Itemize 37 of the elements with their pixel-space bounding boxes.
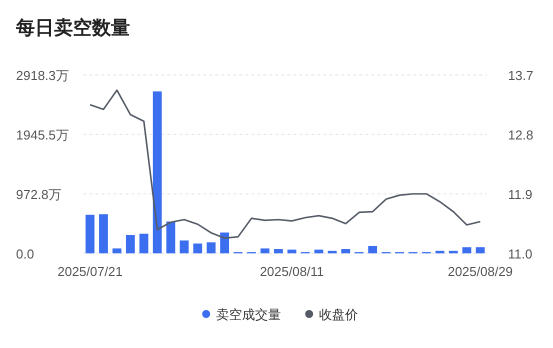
y-tick-label: 2918.3万 bbox=[16, 68, 69, 83]
y2-tick-label: 12.8 bbox=[508, 127, 534, 142]
chart-title: 每日卖空数量 bbox=[15, 17, 130, 39]
bar bbox=[462, 247, 472, 254]
bar bbox=[86, 214, 94, 254]
bar bbox=[206, 242, 216, 254]
bar bbox=[314, 250, 324, 254]
bar bbox=[180, 240, 189, 254]
y-tick-label: 972.8万 bbox=[16, 186, 62, 202]
bar bbox=[112, 248, 122, 254]
bar bbox=[193, 244, 202, 254]
bar bbox=[341, 249, 350, 254]
bar bbox=[139, 234, 148, 254]
bar bbox=[260, 248, 270, 254]
bar bbox=[328, 250, 337, 254]
y2-tick-label: 11.9 bbox=[508, 186, 532, 202]
legend-label: 卖空成交量 bbox=[216, 307, 282, 322]
bar bbox=[476, 247, 485, 254]
legend-label: 收盘价 bbox=[319, 307, 358, 322]
bar bbox=[274, 249, 283, 254]
line-series bbox=[89, 89, 482, 239]
bar bbox=[166, 222, 176, 254]
x-tick-label: 2025/08/11 bbox=[260, 264, 324, 279]
bar bbox=[220, 232, 230, 254]
bar bbox=[126, 234, 135, 254]
y-tick-label: 0.0 bbox=[16, 246, 34, 262]
bar bbox=[448, 250, 458, 254]
x-tick-label: 2025/08/29 bbox=[448, 264, 513, 279]
bar bbox=[287, 250, 296, 254]
bar bbox=[368, 246, 378, 254]
y2-tick-label: 13.7 bbox=[508, 68, 534, 83]
bar bbox=[435, 250, 444, 254]
x-tick-label: 2025/07/21 bbox=[57, 264, 123, 279]
y2-tick-label: 11.0 bbox=[508, 246, 532, 262]
y-tick-label: 1945.5万 bbox=[16, 127, 69, 142]
bar bbox=[152, 91, 162, 254]
bar bbox=[99, 214, 108, 254]
